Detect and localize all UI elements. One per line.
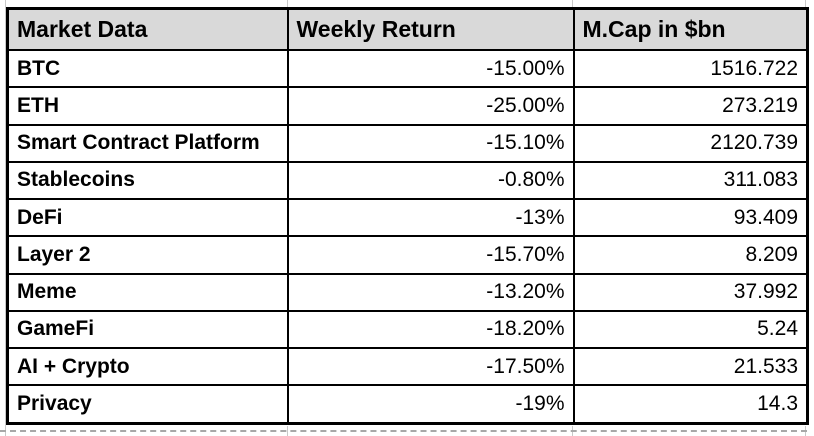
mcap-cell[interactable]: 14.3 [572,384,809,425]
market-data-cell[interactable]: Layer 2 [6,235,289,275]
header-weekly-return[interactable]: Weekly Return [286,7,575,51]
weekly-return-cell[interactable]: -15.70% [286,235,575,275]
market-data-cell[interactable]: Smart Contract Platform [6,123,289,163]
table-row: ETH -25.00% 273.219 [6,86,809,126]
page-break-dashed-line [0,430,807,432]
mcap-cell[interactable]: 311.083 [572,160,809,201]
table-row: DeFi -13% 93.409 [6,198,809,238]
header-market-data[interactable]: Market Data [6,7,289,51]
header-mcap[interactable]: M.Cap in $bn [572,7,809,51]
weekly-return-cell[interactable]: -15.00% [286,48,575,89]
market-data-cell[interactable]: ETH [6,86,289,126]
market-data-cell[interactable]: GameFi [6,309,289,350]
table-row: GameFi -18.20% 5.24 [6,309,809,350]
table-row: Layer 2 -15.70% 8.209 [6,235,809,275]
sheet-gridline [287,0,288,9]
table-row: Privacy -19% 14.3 [6,384,809,425]
table-row: Stablecoins -0.80% 311.083 [6,160,809,201]
sheet-gridline [5,0,6,436]
market-data-table: Market Data Weekly Return M.Cap in $bn B… [6,7,809,425]
weekly-return-cell[interactable]: -15.10% [286,123,575,163]
weekly-return-cell[interactable]: -19% [286,384,575,425]
market-data-cell[interactable]: Meme [6,272,289,312]
market-data-cell[interactable]: DeFi [6,198,289,238]
sheet-gridline [572,0,573,9]
weekly-return-cell[interactable]: -25.00% [286,86,575,126]
mcap-cell[interactable]: 273.219 [572,86,809,126]
mcap-cell[interactable]: 5.24 [572,309,809,350]
sheet-gridline [805,0,806,9]
market-data-cell[interactable]: AI + Crypto [6,347,289,387]
mcap-cell[interactable]: 37.992 [572,272,809,312]
mcap-cell[interactable]: 1516.722 [572,48,809,89]
weekly-return-cell[interactable]: -17.50% [286,347,575,387]
header-row: Market Data Weekly Return M.Cap in $bn [6,7,809,51]
table-row: AI + Crypto -17.50% 21.533 [6,347,809,387]
mcap-cell[interactable]: 2120.739 [572,123,809,163]
mcap-cell[interactable]: 21.533 [572,347,809,387]
market-data-cell[interactable]: Stablecoins [6,160,289,201]
table-row: Meme -13.20% 37.992 [6,272,809,312]
mcap-cell[interactable]: 93.409 [572,198,809,238]
table-row: BTC -15.00% 1516.722 [6,48,809,89]
market-data-cell[interactable]: Privacy [6,384,289,425]
table-row: Smart Contract Platform -15.10% 2120.739 [6,123,809,163]
market-data-cell[interactable]: BTC [6,48,289,89]
weekly-return-cell[interactable]: -13.20% [286,272,575,312]
mcap-cell[interactable]: 8.209 [572,235,809,275]
weekly-return-cell[interactable]: -13% [286,198,575,238]
weekly-return-cell[interactable]: -0.80% [286,160,575,201]
weekly-return-cell[interactable]: -18.20% [286,309,575,350]
